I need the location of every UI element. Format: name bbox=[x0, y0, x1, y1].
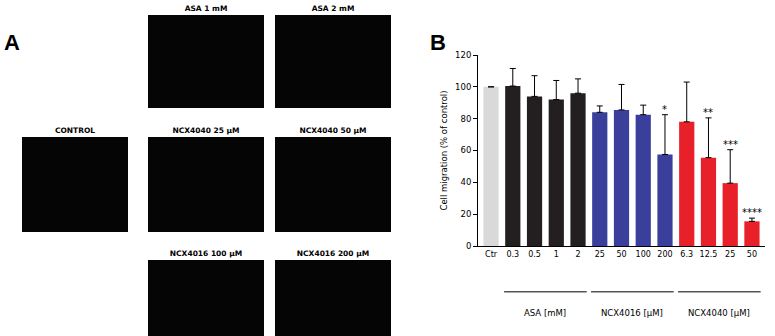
svg-text:50: 50 bbox=[616, 250, 626, 259]
svg-text:100: 100 bbox=[455, 82, 471, 92]
svg-text:25: 25 bbox=[595, 250, 605, 259]
svg-text:12.5: 12.5 bbox=[700, 250, 718, 259]
html-text:ASA 1 mM: ASA 1 mM bbox=[184, 4, 228, 13]
svg-text:50: 50 bbox=[747, 250, 757, 259]
svg-text:6.3: 6.3 bbox=[680, 250, 693, 259]
svg-text:0: 0 bbox=[466, 241, 471, 251]
svg-text:Ctr: Ctr bbox=[485, 250, 498, 259]
svg-text:****: **** bbox=[742, 207, 762, 218]
html-text:B: B bbox=[430, 30, 446, 55]
svg-text:1: 1 bbox=[554, 250, 559, 259]
svg-text:0.5: 0.5 bbox=[528, 250, 541, 259]
svg-text:Cell migration (% of control): Cell migration (% of control) bbox=[439, 90, 449, 210]
svg-text:80: 80 bbox=[460, 114, 471, 124]
svg-text:100: 100 bbox=[636, 250, 651, 259]
html-text:NCX4016 100 μM: NCX4016 100 μM bbox=[169, 249, 243, 258]
svg-text:2: 2 bbox=[575, 250, 580, 259]
svg-text:40: 40 bbox=[460, 177, 471, 187]
svg-text:**: ** bbox=[703, 107, 713, 118]
svg-text:ASA [mM]: ASA [mM] bbox=[524, 308, 566, 318]
svg-text:60: 60 bbox=[460, 145, 471, 155]
svg-text:25: 25 bbox=[725, 250, 735, 259]
svg-text:200: 200 bbox=[657, 250, 672, 259]
html-text:NCX4040 50 μM: NCX4040 50 μM bbox=[299, 126, 367, 135]
svg-text:NCX4016 [μM]: NCX4016 [μM] bbox=[601, 308, 663, 318]
svg-text:20: 20 bbox=[460, 209, 471, 219]
html-text:ASA 2 mM: ASA 2 mM bbox=[311, 4, 355, 13]
svg-text:NCX4040 [μM]: NCX4040 [μM] bbox=[688, 308, 750, 318]
svg-text:***: *** bbox=[723, 139, 738, 150]
svg-text:0.3: 0.3 bbox=[506, 250, 519, 259]
html-text:A: A bbox=[4, 30, 20, 55]
html-text:NCX4040 25 μM: NCX4040 25 μM bbox=[172, 126, 240, 135]
html-text:CONTROL: CONTROL bbox=[54, 126, 96, 135]
html-text:NCX4016 200 μM: NCX4016 200 μM bbox=[296, 249, 370, 258]
svg-text:*: * bbox=[662, 104, 667, 115]
svg-text:120: 120 bbox=[455, 50, 471, 60]
